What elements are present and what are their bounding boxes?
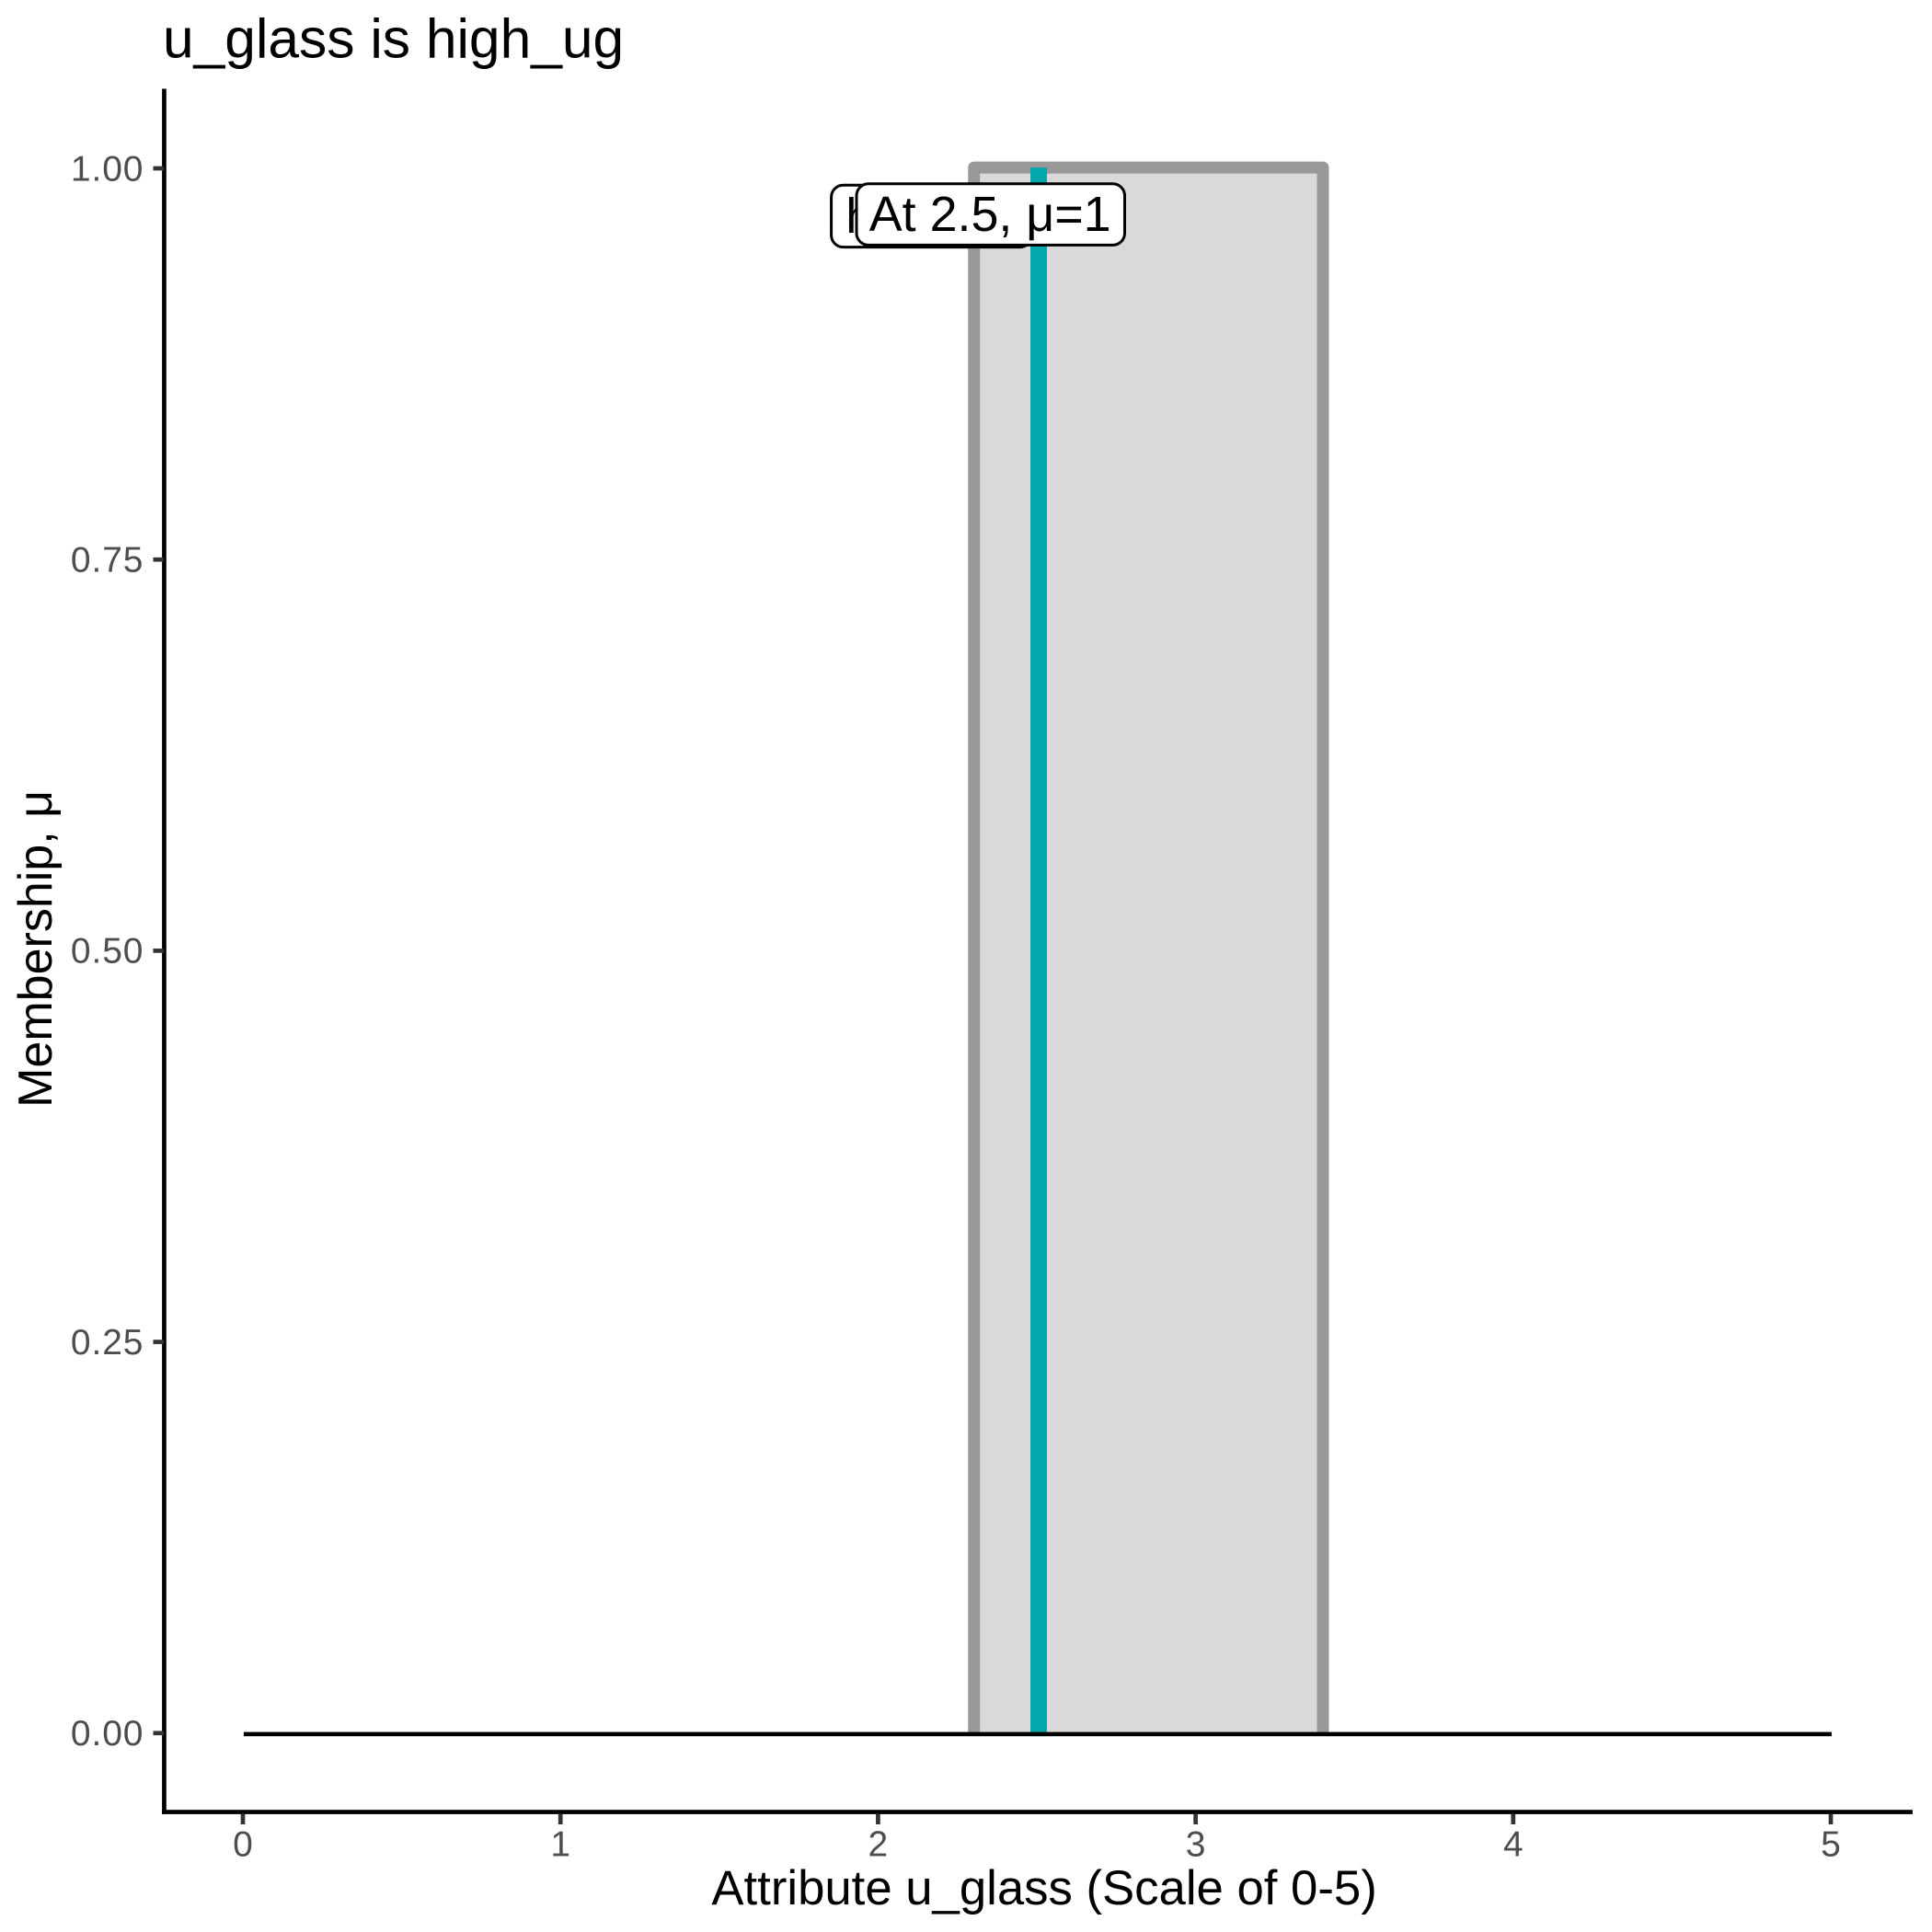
- svg-text:At 2.5, μ=1: At 2.5, μ=1: [869, 187, 1111, 242]
- svg-text:3: 3: [1186, 1824, 1206, 1864]
- svg-text:Membership, μ: Membership, μ: [9, 790, 63, 1108]
- svg-text:0.00: 0.00: [71, 1714, 144, 1754]
- svg-text:2: 2: [868, 1824, 889, 1864]
- svg-text:0: 0: [233, 1824, 253, 1864]
- svg-text:1.00: 1.00: [71, 149, 144, 189]
- svg-text:Attribute u_glass (Scale of 0-: Attribute u_glass (Scale of 0-5): [711, 1861, 1376, 1915]
- svg-text:u_glass is high_ug: u_glass is high_ug: [163, 7, 624, 70]
- svg-text:5: 5: [1821, 1824, 1841, 1864]
- svg-text:4: 4: [1503, 1824, 1524, 1864]
- svg-text:0.50: 0.50: [71, 932, 144, 972]
- svg-text:1: 1: [550, 1824, 570, 1864]
- svg-text:0.25: 0.25: [71, 1323, 144, 1363]
- svg-text:0.75: 0.75: [71, 541, 144, 581]
